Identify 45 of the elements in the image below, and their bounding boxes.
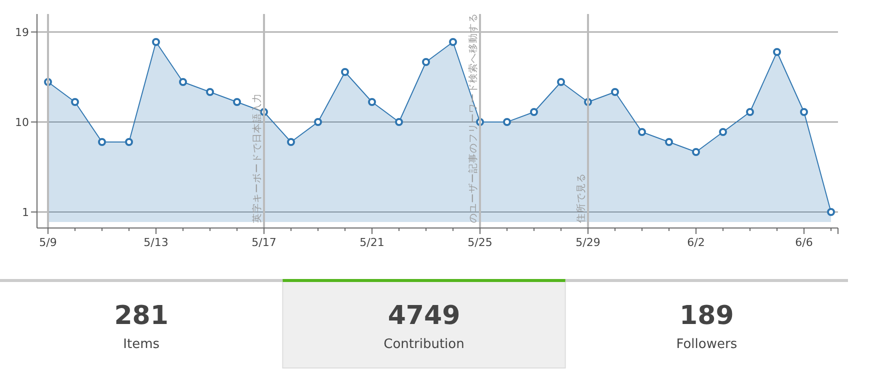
point: [233, 98, 241, 106]
category-label: Followers: [676, 337, 738, 352]
point: [98, 138, 106, 146]
point: [557, 78, 565, 86]
x-tick-label: 5/9: [39, 236, 57, 249]
point: [368, 98, 376, 106]
point: [746, 108, 754, 116]
point: [449, 38, 457, 46]
point: [692, 148, 700, 156]
data-label: 189: [680, 301, 734, 331]
y-tick-label: 1: [22, 206, 29, 219]
category-label: Contribution: [384, 337, 464, 352]
point: [719, 128, 727, 136]
point: [773, 48, 781, 56]
ref-line-label: 住所で見る: [575, 173, 587, 223]
y-tick-label: 19: [15, 26, 29, 39]
point: [611, 88, 619, 96]
point: [314, 118, 322, 126]
point: [125, 138, 133, 146]
ref-line-label: 英字キーボードで日本語入力: [251, 93, 263, 223]
x-tick-label: 5/29: [576, 236, 600, 249]
point: [800, 108, 808, 116]
point: [341, 68, 349, 76]
point: [827, 208, 835, 216]
x-tick-label: 5/13: [144, 236, 168, 249]
x-tick-label: 5/17: [252, 236, 276, 249]
point: [503, 118, 511, 126]
data-label: 4749: [388, 301, 460, 331]
x-tick-label: 5/25: [468, 236, 492, 249]
data-label: 281: [114, 301, 168, 331]
point: [287, 138, 295, 146]
point: [395, 118, 403, 126]
point: [152, 38, 160, 46]
point: [71, 98, 79, 106]
x-tick-label: 5/21: [360, 236, 384, 249]
category-label: Items: [123, 337, 160, 352]
point: [530, 108, 538, 116]
point: [206, 88, 214, 96]
y-tick-label: 10: [15, 116, 29, 129]
x-tick-label: 6/6: [795, 236, 813, 249]
point: [665, 138, 673, 146]
point: [638, 128, 646, 136]
point: [179, 78, 187, 86]
point: [422, 58, 430, 66]
x-tick-label: 6/2: [687, 236, 705, 249]
